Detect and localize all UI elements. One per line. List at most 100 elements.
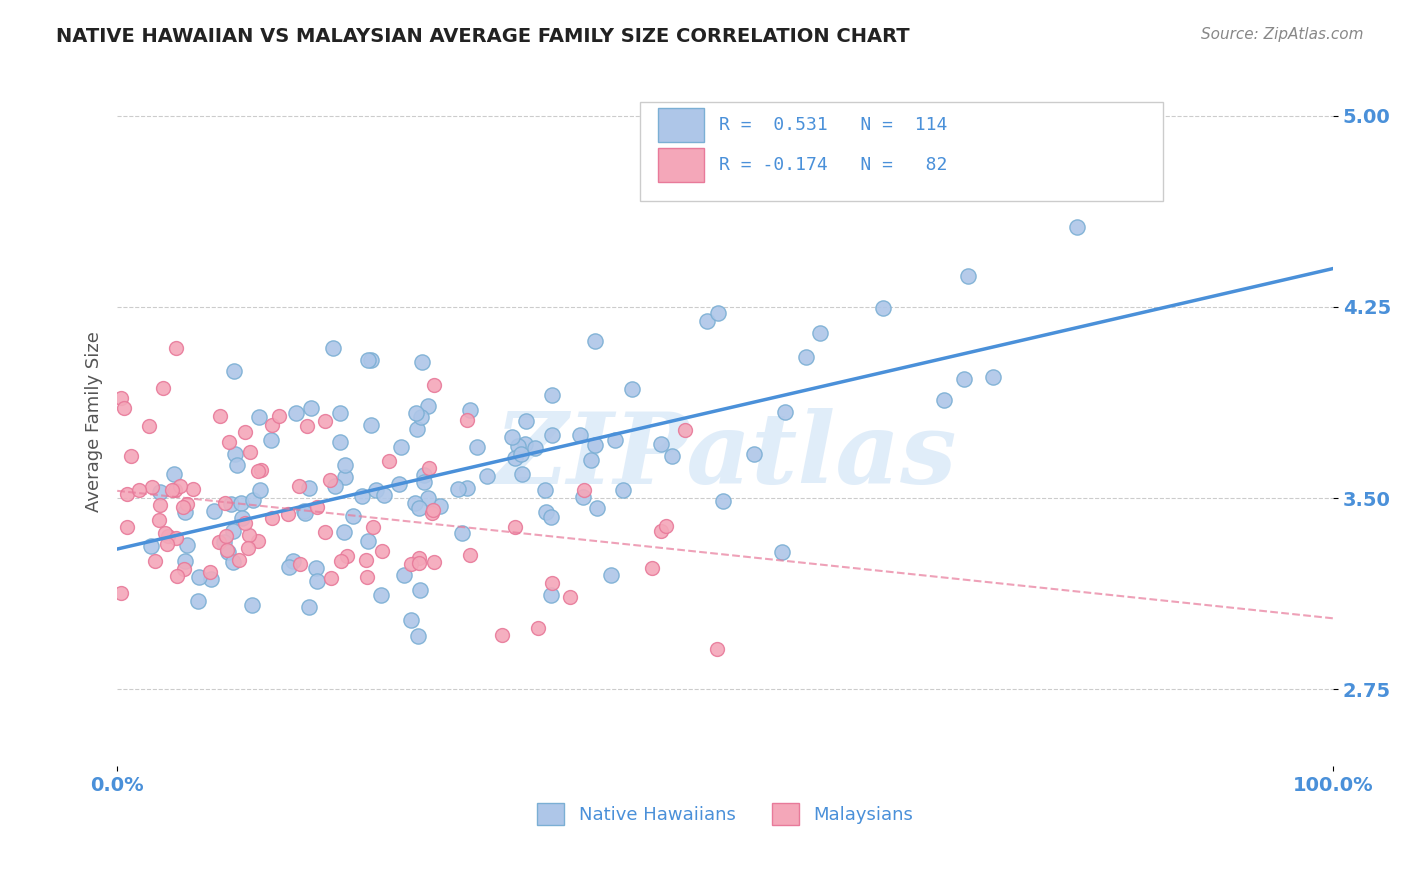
Point [221,555,243,569]
Point [160,483,183,497]
Point [412,475,434,489]
Point [706,306,728,320]
Point [277,507,299,521]
Point [378,454,401,468]
Point [510,447,533,461]
Point [162,467,184,481]
Point [661,449,683,463]
Point [173,554,195,568]
Point [475,468,498,483]
Point [148,513,170,527]
Point [330,554,353,568]
Point [173,562,195,576]
Point [156,529,179,543]
Point [574,483,596,498]
Point [408,500,430,515]
Point [262,510,284,524]
Point [335,458,357,473]
Point [181,482,204,496]
Point [585,438,607,452]
Point [388,477,411,491]
Point [198,565,221,579]
Text: R =  0.531   N =  114: R = 0.531 N = 114 [718,116,948,134]
Point [290,557,312,571]
Point [277,560,299,574]
Point [165,483,187,497]
Point [298,599,321,614]
FancyBboxPatch shape [658,108,704,143]
Point [650,524,672,538]
Text: NATIVE HAWAIIAN VS MALAYSIAN AVERAGE FAMILY SIZE CORRELATION CHART: NATIVE HAWAIIAN VS MALAYSIAN AVERAGE FAM… [56,27,910,45]
Point [165,341,187,355]
Point [808,326,831,340]
Point [299,401,322,415]
Point [153,525,176,540]
Point [541,387,564,401]
Point [319,473,342,487]
Point [655,518,678,533]
Point [409,582,432,597]
Point [354,552,377,566]
Point [560,590,582,604]
Point [872,301,894,315]
Point [209,409,232,424]
Point [416,399,439,413]
Point [128,483,150,497]
Point [233,516,256,530]
Point [247,533,270,548]
Point [357,533,380,548]
Point [503,450,526,465]
Point [650,436,672,450]
Point [287,479,309,493]
Point [458,402,481,417]
Point [322,341,344,355]
Point [149,498,172,512]
Point [399,613,422,627]
Point [352,489,374,503]
Point [742,447,765,461]
Point [605,433,627,447]
Point [224,447,246,461]
Point [225,458,247,472]
Point [360,353,382,368]
Point [953,371,976,385]
Point [239,445,262,459]
Point [392,567,415,582]
Point [329,434,352,449]
Point [297,418,319,433]
Point [460,548,482,562]
Point [581,452,603,467]
Point [422,503,444,517]
Point [138,418,160,433]
Point [423,555,446,569]
Point [141,480,163,494]
Point [242,492,264,507]
Point [711,493,734,508]
Point [236,541,259,556]
Point [399,557,422,571]
Point [215,543,238,558]
Point [219,497,242,511]
Text: ZIPatlas: ZIPatlas [494,408,956,504]
Point [172,500,194,515]
Point [515,414,537,428]
Point [217,545,239,559]
Point [506,439,529,453]
Point [411,355,433,369]
Point [305,561,328,575]
Point [534,483,557,498]
Point [411,410,433,425]
Point [510,467,533,481]
Point [641,561,664,575]
Point [247,464,270,478]
Point [505,520,527,534]
Point [267,409,290,424]
Point [418,491,440,505]
Point [491,628,513,642]
FancyBboxPatch shape [640,102,1163,202]
Point [406,629,429,643]
Point [281,554,304,568]
Point [408,551,430,566]
Point [541,575,564,590]
Point [513,437,536,451]
